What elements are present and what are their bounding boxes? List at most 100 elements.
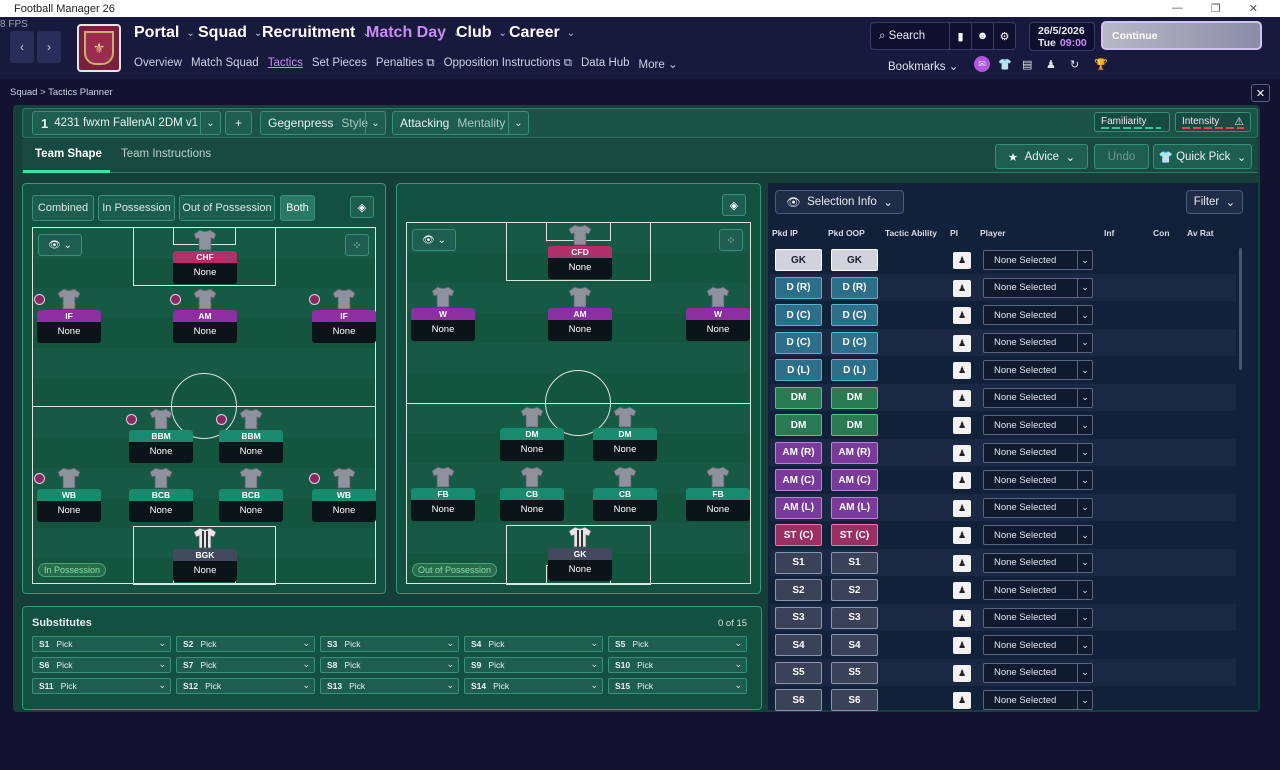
column-header[interactable]: Tactic Ability	[885, 228, 937, 238]
picked-oop-position[interactable]: AM (R)	[831, 441, 878, 464]
player-role[interactable]: W	[411, 308, 475, 320]
staff-icon[interactable]: ♟	[1046, 59, 1056, 71]
player-name[interactable]: None	[500, 440, 564, 461]
subnav-data-hub[interactable]: Data Hub	[580, 57, 630, 69]
picked-oop-position[interactable]: S3	[831, 606, 878, 629]
player-instructions-icon[interactable]: ♟	[953, 472, 971, 489]
ip-player-slot[interactable]: BCB None	[129, 467, 193, 525]
pitch-tools-icon[interactable]: ◈	[722, 194, 746, 216]
player-select[interactable]: None Selected ⌄	[983, 635, 1093, 655]
style-selector[interactable]: Gegenpress Style ⌄	[260, 111, 386, 135]
picked-oop-position[interactable]: GK	[831, 249, 878, 271]
player-role[interactable]: BCB	[129, 489, 193, 501]
picked-ip-position[interactable]: GK	[775, 249, 822, 271]
oop-player-slot[interactable]: CB None	[500, 466, 564, 524]
column-header[interactable]: Av Rat	[1187, 228, 1214, 238]
ip-player-slot[interactable]: WB None	[34, 467, 101, 525]
player-instructions-icon[interactable]: ♟	[953, 637, 971, 654]
player-name[interactable]: None	[129, 442, 193, 463]
picked-ip-position[interactable]: AM (R)	[775, 441, 822, 464]
view-out-of-possession[interactable]: Out of Possession	[179, 195, 275, 221]
player-role[interactable]: IF	[37, 310, 101, 322]
picked-ip-position[interactable]: AM (L)	[775, 496, 822, 519]
picked-oop-position[interactable]: D (C)	[831, 304, 878, 326]
substitute-select[interactable]: S7 Pick ⌄	[176, 657, 315, 673]
picked-oop-position[interactable]: DM	[831, 386, 878, 409]
player-select[interactable]: None Selected ⌄	[983, 690, 1093, 710]
picked-ip-position[interactable]: D (C)	[775, 304, 822, 326]
player-instructions-icon[interactable]: ♟	[953, 664, 971, 682]
substitute-select[interactable]: S14 Pick ⌄	[464, 678, 603, 694]
player-name[interactable]: None	[686, 500, 750, 521]
player-role[interactable]: W	[686, 308, 750, 320]
nav-career[interactable]: Career ⌄	[509, 24, 575, 42]
player-name[interactable]: None	[37, 501, 101, 522]
player-name[interactable]: None	[686, 320, 750, 341]
player-name[interactable]: None	[219, 501, 283, 522]
subnav-set-pieces[interactable]: Set Pieces	[311, 57, 367, 69]
player-name[interactable]: None	[173, 322, 237, 343]
substitute-select[interactable]: S6 Pick ⌄	[32, 657, 171, 673]
substitute-select[interactable]: S9 Pick ⌄	[464, 657, 603, 673]
back-button[interactable]: ‹	[10, 31, 34, 63]
quick-pick-button[interactable]: 👕 Quick Pick ⌄	[1153, 144, 1252, 169]
player-instructions-icon[interactable]: ♟	[953, 389, 971, 407]
advice-button[interactable]: ★ Advice ⌄	[995, 144, 1088, 169]
picked-ip-position[interactable]: S1	[775, 551, 822, 574]
intensity-meter[interactable]: Intensity ⚠	[1175, 112, 1251, 132]
tab-team-shape[interactable]: Team Shape	[35, 148, 102, 160]
oop-player-slot[interactable]: W None	[411, 286, 475, 344]
player-name[interactable]: None	[173, 263, 237, 284]
substitute-select[interactable]: S3 Pick ⌄	[320, 636, 459, 652]
player-name[interactable]: None	[219, 442, 283, 463]
player-name[interactable]: None	[173, 561, 237, 582]
formation-grid-icon[interactable]: ⁘	[719, 229, 743, 251]
picked-oop-position[interactable]: S1	[831, 551, 878, 574]
search-button[interactable]: ⌕ Search	[871, 30, 949, 43]
column-header[interactable]: Inf	[1104, 228, 1115, 238]
oop-player-slot[interactable]: GK None	[548, 526, 612, 584]
game-date[interactable]: 26/5/2026 Tue 09:00	[1029, 22, 1095, 51]
player-instructions-icon[interactable]: ♟	[953, 499, 971, 517]
player-name[interactable]: None	[312, 322, 376, 343]
ip-player-slot[interactable]: BCB None	[219, 467, 283, 525]
player-role[interactable]: BGK	[173, 549, 237, 561]
picked-ip-position[interactable]: D (C)	[775, 331, 822, 354]
picked-oop-position[interactable]: S6	[831, 689, 878, 711]
player-instructions-icon[interactable]: ♟	[953, 362, 971, 379]
substitute-select[interactable]: S11 Pick ⌄	[32, 678, 171, 694]
ip-player-slot[interactable]: IF None	[34, 288, 101, 346]
player-select[interactable]: None Selected ⌄	[983, 332, 1093, 353]
formation-grid-icon[interactable]: ⁘	[345, 234, 369, 256]
eye-toggle-icon[interactable]: 👁 ⌄	[412, 229, 456, 251]
player-name[interactable]: None	[593, 500, 657, 521]
player-select[interactable]: None Selected ⌄	[983, 525, 1093, 545]
picked-oop-position[interactable]: S5	[831, 661, 878, 684]
player-name[interactable]: None	[37, 322, 101, 343]
player-role[interactable]: BBM	[129, 430, 193, 442]
picked-oop-position[interactable]: DM	[831, 414, 878, 436]
player-select[interactable]: None Selected ⌄	[983, 387, 1093, 408]
nav-club[interactable]: Club ⌄	[456, 24, 507, 42]
scrollbar[interactable]	[1239, 248, 1242, 370]
player-role[interactable]: GK	[548, 548, 612, 560]
substitute-select[interactable]: S5 Pick ⌄	[608, 636, 747, 652]
subnav-tactics[interactable]: Tactics	[267, 57, 303, 69]
substitute-select[interactable]: S13 Pick ⌄	[320, 678, 459, 694]
picked-oop-position[interactable]: AM (C)	[831, 469, 878, 491]
player-role[interactable]: BBM	[219, 430, 283, 442]
ip-player-slot[interactable]: IF None	[309, 288, 376, 346]
refresh-icon[interactable]: ↻	[1070, 59, 1080, 71]
player-name[interactable]: None	[593, 440, 657, 461]
nav-match-day[interactable]: Match Day ⌄	[366, 24, 461, 42]
undo-button[interactable]: Undo	[1094, 144, 1149, 169]
picked-ip-position[interactable]: DM	[775, 414, 822, 436]
player-instructions-icon[interactable]: ♟	[953, 334, 971, 352]
player-role[interactable]: AM	[548, 308, 612, 320]
player-role[interactable]: FB	[411, 488, 475, 500]
oop-player-slot[interactable]: FB None	[686, 466, 750, 524]
player-name[interactable]: None	[548, 258, 612, 279]
familiarity-meter[interactable]: Familiarity	[1094, 112, 1170, 132]
player-role[interactable]: CHF	[173, 251, 237, 263]
player-instructions-icon[interactable]: ♟	[953, 307, 971, 324]
